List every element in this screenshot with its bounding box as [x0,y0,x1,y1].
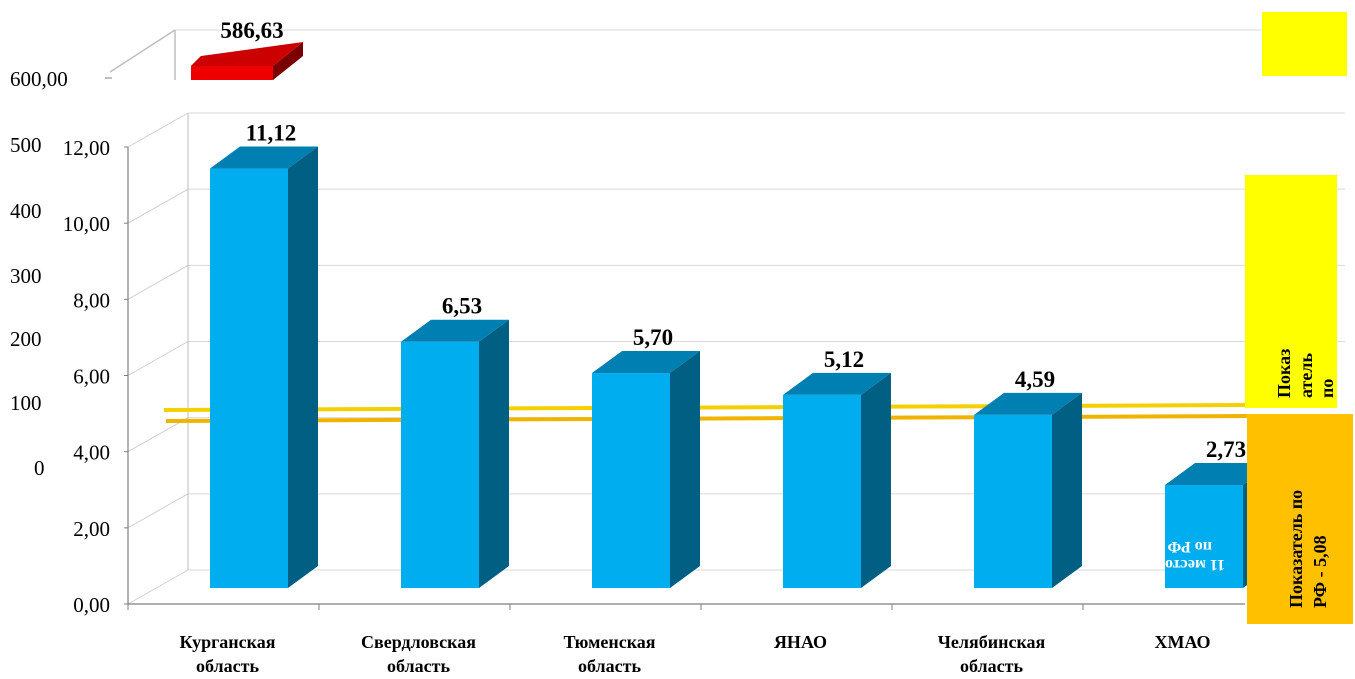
value-label: 11,12 [246,121,296,146]
bar [974,414,1052,588]
category-label: Челябинская [938,632,1046,652]
side-gridline [127,417,189,453]
bar [1165,485,1243,588]
bar-top [592,350,700,373]
value-label: 6,53 [442,294,482,319]
y-tick-label: 8,00 [73,288,110,312]
y-tick-label: 10,00 [63,212,110,236]
category-label: Тюменская [563,632,655,652]
bar-side [861,372,891,588]
y-tick-label: 2,00 [73,517,110,541]
side-gridline [127,341,189,376]
bg-value-label: 586,63 [220,18,283,43]
bg-bar-side [273,42,303,80]
background-chart: 600,00 500 400 300 200 100 0 586,63 [10,18,1345,480]
side-gridline [127,112,189,148]
legend-text-yellow: Показ [1274,349,1294,398]
value-label: 5,12 [824,347,864,372]
side-gridline [127,569,189,605]
x-axis: Курганская область Свердловская область Тюме… [127,604,1275,676]
bg-tick-label: 300 [10,264,42,288]
bar [401,341,479,588]
legend-text-yellow-2: атель [1296,353,1316,398]
bg-floor-edge [109,29,176,73]
legend-text-orange-2: РФ - 5,08 [1310,535,1330,608]
legend-line: Показатель по [1286,490,1306,608]
bg-tick-label: 200 [10,327,42,351]
bar [592,372,670,588]
hidden-bar-annotation: 11 место по РФ [1165,538,1225,573]
value-label: 2,73 [1206,437,1246,462]
bg-tick-label: 0 [34,456,45,480]
category-label: область [578,656,641,676]
bg-tick-label: 100 [10,391,42,415]
bar-side [1052,392,1082,588]
bar-top [1165,463,1273,486]
legend-line: Показ [1274,349,1294,398]
y-tick-label: 12,00 [63,136,110,160]
bar-top [210,146,318,169]
legend-line: атель [1296,353,1316,398]
bg-bar [191,66,273,80]
side-gridline [127,493,189,529]
bar-top [974,392,1082,415]
bg-bar-top [191,42,303,66]
hidden-bar-text-1: 11 место [1165,556,1225,573]
bar [783,394,861,588]
value-label: 5,70 [633,325,673,350]
bars: 11,12 6,53 5,70 5,12 4,59 2,73 [210,121,1273,588]
category-label: Свердловская [361,632,476,652]
category-label: ЯНАО [774,632,827,652]
legend-box-yellow [1245,175,1337,408]
legend-line: РФ - 5,08 [1310,535,1330,608]
legend-box-orange [1247,414,1353,624]
category-label: ХМАО [1154,632,1210,652]
y-tick-label: 4,00 [73,441,110,465]
y-axis: 0,00 2,00 4,00 6,00 8,00 10,00 12,00 [63,136,1245,617]
y-tick-label: 0,00 [73,593,110,617]
legend-box-yellow-top [1262,12,1347,76]
legend-text-yellow-3: по [1317,379,1337,398]
value-label: 4,59 [1015,367,1055,392]
category-label: область [196,656,259,676]
category-label: область [960,656,1023,676]
bar-side [670,350,700,588]
side-gridline [127,264,189,300]
category-label: область [387,656,450,676]
bg-tick-label: 400 [10,199,42,223]
hidden-bar-text-2: по РФ [1167,538,1212,555]
category-label: Курганская [180,632,276,652]
bar [210,168,288,588]
bar-top [401,319,509,342]
legend-text-orange-1: Показатель по [1286,490,1306,608]
bg-tick-label: 500 [10,133,42,157]
legend-line: по [1317,379,1337,398]
bar-side [288,146,318,588]
bar-side [479,319,509,588]
y-tick-label: 6,00 [73,365,110,389]
bar-top [783,372,891,395]
bg-tick-label: 600,00 [10,67,68,91]
side-gridline [127,188,189,224]
